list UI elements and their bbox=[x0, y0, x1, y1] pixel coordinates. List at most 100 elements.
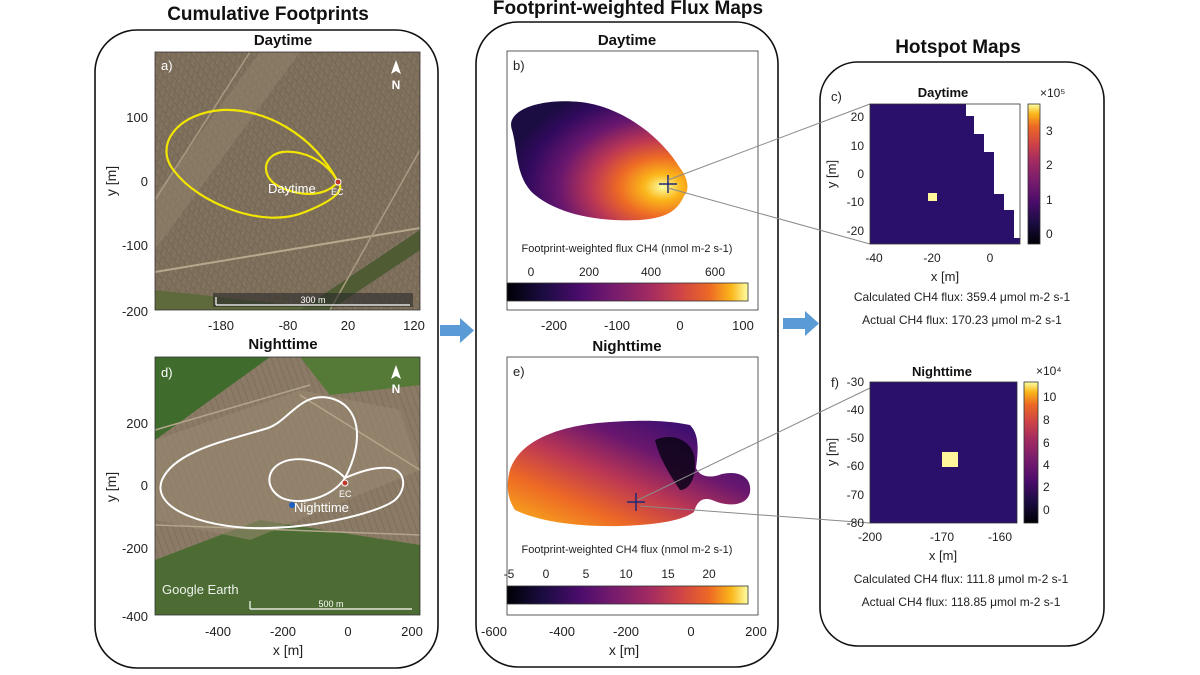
panel-d-location-marker bbox=[289, 502, 295, 508]
middle-column-title: Footprint-weighted Flux Maps bbox=[493, 0, 763, 19]
panel-f-xtick: -170 bbox=[930, 530, 954, 544]
panel-c-ylabel: y [m] bbox=[824, 160, 839, 188]
panel-e-xtick: -200 bbox=[613, 624, 639, 639]
panel-f-ytick: -30 bbox=[847, 375, 865, 389]
panel-d-ylabel: y [m] bbox=[103, 472, 119, 502]
panel-b-colorbar-tick: 600 bbox=[705, 265, 725, 279]
panel-a-footprint-contours bbox=[165, 108, 342, 219]
svg-text:500 m: 500 m bbox=[318, 599, 343, 609]
panel-a-tower-label: EC bbox=[331, 187, 344, 197]
panel-c-ytick: 20 bbox=[851, 110, 865, 124]
panel-c-calculated-flux: Calculated CH4 flux: 359.4 μmol m-2 s-1 bbox=[854, 290, 1071, 304]
panel-c-subtitle: Daytime bbox=[918, 85, 969, 100]
panel-c-xtick: -20 bbox=[923, 251, 941, 265]
panel-b-xtick: 100 bbox=[732, 318, 754, 333]
panel-a: Daytime Daytime EC a) N 300 m 1 bbox=[103, 32, 425, 333]
panel-e-xtick: -400 bbox=[549, 624, 575, 639]
panel-b-xtick: -100 bbox=[604, 318, 630, 333]
panel-a-scale-bar: 300 m bbox=[213, 293, 413, 307]
flow-arrow-right bbox=[783, 311, 819, 336]
panel-f-colorbar-tick: 10 bbox=[1043, 390, 1057, 404]
panel-a-xtick: -80 bbox=[279, 318, 298, 333]
flow-arrow-left bbox=[440, 318, 474, 343]
panel-f-colorbar-tick: 2 bbox=[1043, 480, 1050, 494]
panel-e-colorbar-tick: 10 bbox=[619, 567, 633, 581]
panel-d-axes-box bbox=[154, 356, 421, 616]
panel-d-ytick: -400 bbox=[122, 609, 148, 624]
google-earth-watermark: Google Earth bbox=[162, 582, 239, 597]
panel-f: f) Nighttime ×10⁴ 10 8 6 4 2 0 -30 -40 -… bbox=[824, 364, 1069, 609]
panel-c-xlabel: x [m] bbox=[931, 269, 959, 284]
panel-f-colorbar-tick: 4 bbox=[1043, 458, 1050, 472]
panel-f-colorbar-tick: 0 bbox=[1043, 503, 1050, 517]
panel-f-colorbar-exponent: ×10⁴ bbox=[1036, 364, 1062, 378]
panel-b-colorbar-tick: 0 bbox=[528, 265, 535, 279]
panel-f-xlabel: x [m] bbox=[929, 548, 957, 563]
panel-d-xtick: 200 bbox=[401, 624, 423, 639]
panel-c-xtick: -40 bbox=[865, 251, 883, 265]
panel-c-xtick: 0 bbox=[987, 251, 994, 265]
panel-e-letter: e) bbox=[513, 364, 525, 379]
panel-c-colorbar-tick: 1 bbox=[1046, 193, 1053, 207]
panel-a-tower-marker bbox=[334, 178, 342, 186]
right-column-title: Hotspot Maps bbox=[895, 37, 1021, 58]
panel-e-dark-core bbox=[655, 436, 696, 490]
panel-d-tower-label: EC bbox=[339, 489, 352, 499]
zoom-connector-lines bbox=[637, 103, 871, 524]
left-column-frame bbox=[94, 29, 439, 669]
panel-d-subtitle: Nighttime bbox=[248, 336, 317, 353]
panel-c: c) Daytime ×10⁵ 3 2 1 0 20 10 0 -10 -20 … bbox=[824, 85, 1070, 327]
panel-c-colorbar bbox=[1027, 103, 1041, 245]
panel-a-ytick: -200 bbox=[122, 304, 148, 319]
panel-d-xtick: -400 bbox=[205, 624, 231, 639]
panel-f-calculated-flux: Calculated CH4 flux: 111.8 μmol m-2 s-1 bbox=[854, 572, 1069, 586]
north-arrow-icon: N bbox=[391, 365, 401, 396]
panel-c-hotspot-cell bbox=[928, 193, 937, 201]
panel-e-subtitle: Nighttime bbox=[592, 338, 661, 355]
panel-e-colorbar bbox=[506, 585, 749, 605]
panel-d-footprint-contours bbox=[159, 396, 405, 530]
panel-d-letter: d) bbox=[161, 365, 173, 380]
right-column-frame bbox=[819, 61, 1105, 647]
panel-b: Daytime b) Footprint-weighted flux CH4 (… bbox=[506, 32, 759, 333]
left-column-title: Cumulative Footprints bbox=[167, 4, 369, 25]
panel-d-ytick: 0 bbox=[141, 478, 148, 493]
svg-text:300 m: 300 m bbox=[300, 295, 325, 305]
panel-e-xlabel: x [m] bbox=[609, 642, 639, 658]
panel-b-tower-cross bbox=[659, 175, 677, 193]
panel-f-axes-box bbox=[869, 381, 1018, 524]
panel-b-flux-heatmap bbox=[511, 101, 688, 221]
panel-a-ytick: -100 bbox=[122, 238, 148, 253]
panel-d-xtick: 0 bbox=[344, 624, 351, 639]
panel-f-colorbar-tick: 6 bbox=[1043, 436, 1050, 450]
panel-a-subtitle: Daytime bbox=[254, 32, 312, 49]
panel-f-actual-flux: Actual CH4 flux: 118.85 μmol m-2 s-1 bbox=[862, 595, 1061, 609]
panel-d-tower-marker bbox=[341, 479, 349, 487]
panel-f-ytick: -70 bbox=[847, 488, 865, 502]
panel-c-colorbar-tick: 2 bbox=[1046, 158, 1053, 172]
panel-d-ytick: 200 bbox=[126, 416, 148, 431]
panel-e-xtick: -600 bbox=[481, 624, 507, 639]
panel-a-letter: a) bbox=[161, 58, 173, 73]
panel-f-ytick: -80 bbox=[847, 516, 865, 530]
panel-a-ytick: 0 bbox=[141, 174, 148, 189]
panel-c-axes-box bbox=[869, 103, 1021, 245]
panel-c-actual-flux: Actual CH4 flux: 170.23 μmol m-2 s-1 bbox=[862, 313, 1062, 327]
panel-b-colorbar bbox=[506, 282, 749, 302]
panel-a-xtick: -180 bbox=[208, 318, 234, 333]
panel-a-axes-box bbox=[154, 51, 421, 311]
panel-e-colorbar-label: Footprint-weighted CH4 flux (nmol m-2 s-… bbox=[522, 544, 733, 556]
panel-f-ytick: -50 bbox=[847, 431, 865, 445]
panel-d: Nighttime Nighttime EC d) N Google Earth bbox=[103, 336, 423, 658]
panel-b-letter: b) bbox=[513, 58, 525, 73]
panel-e: Nighttime e) Footprint-weighted CH4 flux… bbox=[481, 338, 767, 658]
panel-f-colorbar bbox=[1023, 381, 1039, 524]
panel-a-xtick: 20 bbox=[341, 318, 355, 333]
panel-e-xtick: 0 bbox=[687, 624, 694, 639]
panel-e-colorbar-tick: 15 bbox=[661, 567, 675, 581]
panel-f-subtitle: Nighttime bbox=[912, 364, 972, 379]
panel-a-satellite-image bbox=[154, 51, 421, 311]
panel-d-scale-bar: 500 m bbox=[249, 599, 412, 610]
panel-b-colorbar-label: Footprint-weighted flux CH4 (nmol m-2 s-… bbox=[522, 243, 733, 255]
